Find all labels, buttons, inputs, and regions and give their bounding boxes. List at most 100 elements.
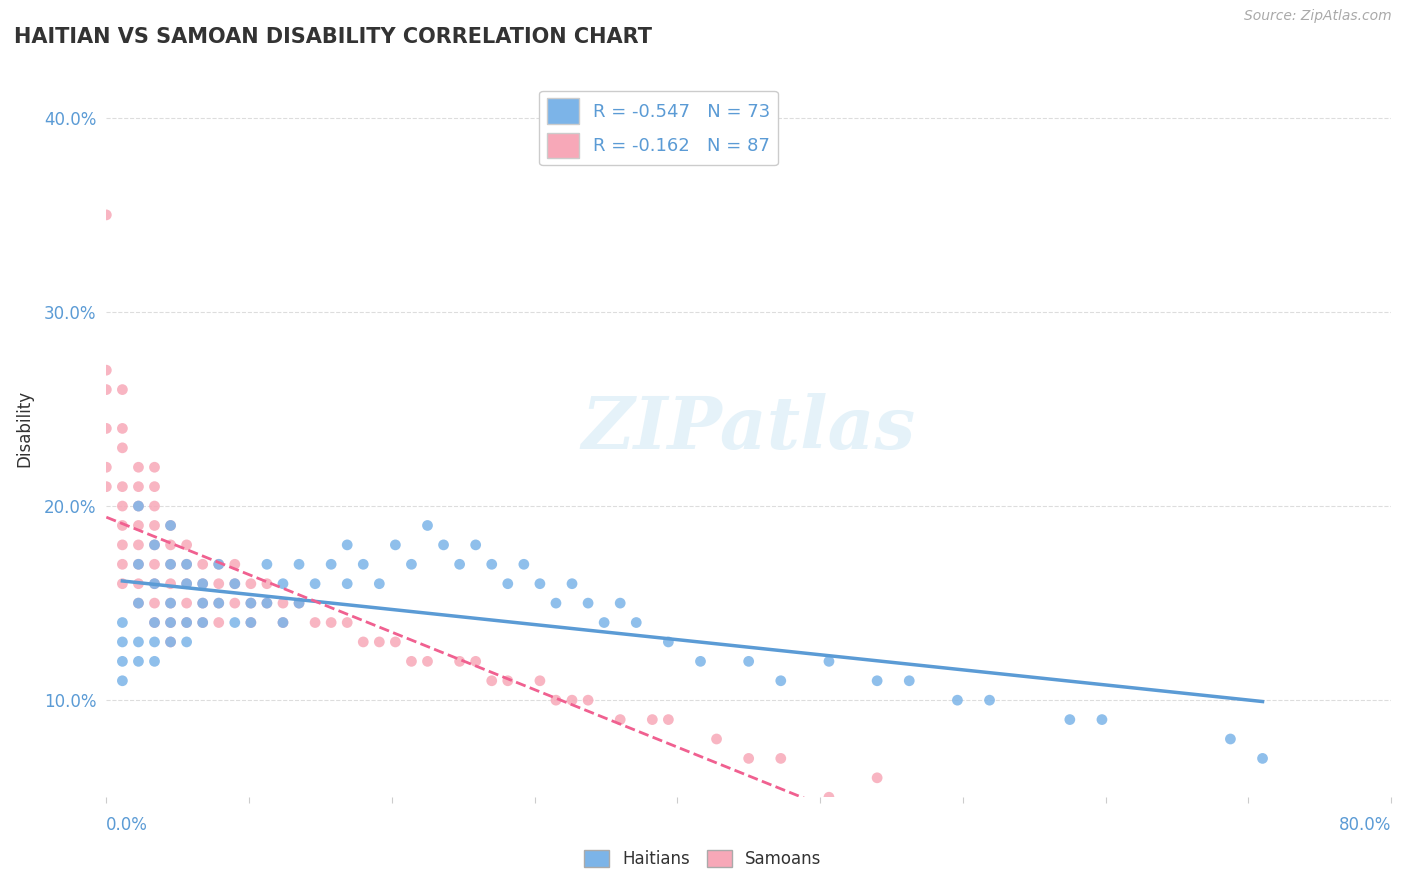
Point — [208, 558, 231, 572]
Point — [176, 615, 198, 630]
Point — [176, 596, 198, 610]
Point — [464, 538, 486, 552]
Point — [111, 635, 134, 649]
Point — [176, 576, 198, 591]
Point — [368, 576, 391, 591]
Point — [401, 654, 423, 668]
Point — [256, 596, 278, 610]
Point — [544, 693, 567, 707]
Point — [288, 558, 311, 572]
Point — [898, 673, 921, 688]
Point — [416, 654, 439, 668]
Point — [464, 654, 486, 668]
Point — [576, 693, 599, 707]
Point — [127, 596, 149, 610]
Point — [143, 480, 166, 494]
Point — [191, 576, 214, 591]
Point — [208, 596, 231, 610]
Point — [529, 576, 551, 591]
Point — [336, 615, 359, 630]
Point — [111, 518, 134, 533]
Point — [111, 499, 134, 513]
Point — [271, 615, 294, 630]
Point — [336, 538, 359, 552]
Point — [449, 558, 471, 572]
Point — [1091, 713, 1114, 727]
Point — [304, 615, 326, 630]
Point — [143, 615, 166, 630]
Point — [496, 673, 519, 688]
Point — [208, 615, 231, 630]
Point — [127, 558, 149, 572]
Point — [143, 518, 166, 533]
Point — [1219, 731, 1241, 746]
Point — [416, 518, 439, 533]
Point — [224, 596, 246, 610]
Point — [496, 576, 519, 591]
Point — [304, 576, 326, 591]
Point — [127, 635, 149, 649]
Point — [143, 460, 166, 475]
Point — [111, 441, 134, 455]
Point — [239, 615, 262, 630]
Point — [127, 596, 149, 610]
Point — [159, 596, 181, 610]
Point — [208, 558, 231, 572]
Point — [946, 693, 969, 707]
Point — [593, 615, 616, 630]
Point — [127, 460, 149, 475]
Point — [561, 693, 583, 707]
Point — [159, 615, 181, 630]
Point — [689, 654, 711, 668]
Point — [159, 538, 181, 552]
Point — [271, 576, 294, 591]
Point — [432, 538, 454, 552]
Point — [191, 596, 214, 610]
Point — [176, 538, 198, 552]
Point — [143, 499, 166, 513]
Point — [143, 538, 166, 552]
Point — [208, 576, 231, 591]
Point — [544, 596, 567, 610]
Point — [143, 654, 166, 668]
Point — [224, 615, 246, 630]
Point — [239, 615, 262, 630]
Point — [769, 751, 792, 765]
Point — [1059, 713, 1081, 727]
Point — [239, 576, 262, 591]
Point — [224, 576, 246, 591]
Point — [609, 713, 631, 727]
Point — [657, 713, 679, 727]
Point — [176, 558, 198, 572]
Point — [191, 558, 214, 572]
Point — [288, 596, 311, 610]
Point — [561, 576, 583, 591]
Point — [208, 596, 231, 610]
Point — [127, 518, 149, 533]
Point — [321, 615, 343, 630]
Point — [96, 480, 118, 494]
Point — [111, 480, 134, 494]
Point — [481, 673, 503, 688]
Point — [352, 635, 374, 649]
Point — [288, 596, 311, 610]
Point — [818, 654, 841, 668]
Point — [111, 615, 134, 630]
Point — [111, 558, 134, 572]
Point — [127, 558, 149, 572]
Point — [256, 576, 278, 591]
Point — [143, 538, 166, 552]
Point — [111, 383, 134, 397]
Point — [979, 693, 1001, 707]
Point — [96, 421, 118, 435]
Point — [769, 673, 792, 688]
Point — [96, 383, 118, 397]
Point — [159, 596, 181, 610]
Point — [176, 635, 198, 649]
Point — [159, 576, 181, 591]
Point — [159, 518, 181, 533]
Point — [191, 576, 214, 591]
Point — [529, 673, 551, 688]
Point — [176, 576, 198, 591]
Point — [127, 538, 149, 552]
